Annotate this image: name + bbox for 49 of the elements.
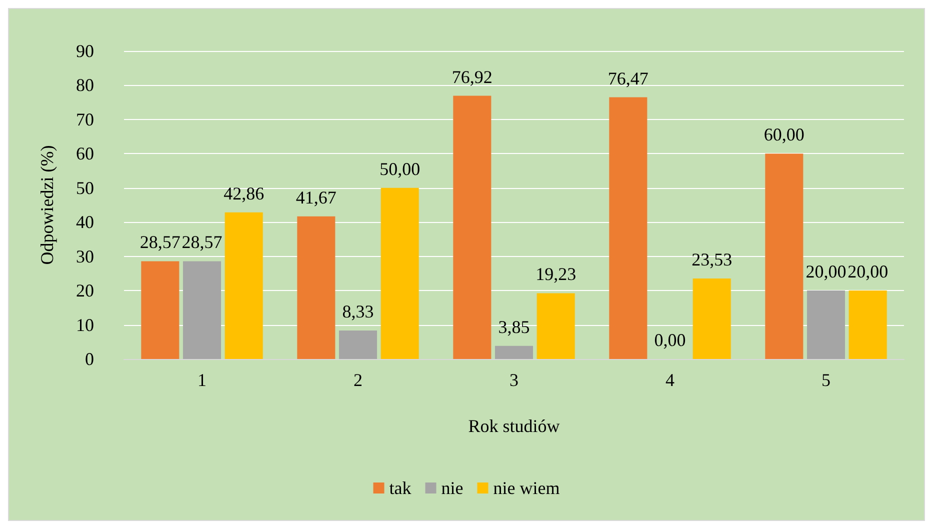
x-tick-label: 5 — [822, 370, 830, 390]
bar — [297, 216, 336, 359]
legend-label: nie — [441, 478, 464, 498]
data-label: 28,57 — [140, 232, 180, 252]
legend-label: tak — [389, 478, 412, 498]
data-label: 60,00 — [764, 124, 804, 145]
y-tick-label: 50 — [76, 178, 94, 198]
bar — [609, 97, 648, 359]
y-tick-label: 90 — [76, 41, 94, 61]
x-tick-label: 4 — [666, 370, 674, 390]
bar — [453, 96, 492, 359]
bar — [692, 278, 731, 359]
data-label: 23,53 — [692, 249, 732, 270]
data-label: 19,23 — [536, 264, 576, 284]
data-label: 76,92 — [452, 66, 492, 87]
data-label: 28,57 — [182, 232, 222, 252]
y-tick-label: 70 — [76, 109, 94, 130]
data-label: 20,00 — [848, 262, 888, 282]
bar — [848, 290, 887, 359]
y-axis-title: Odpowiedzi (%) — [37, 145, 57, 265]
y-tick-label: 10 — [76, 314, 94, 335]
data-label: 50,00 — [380, 158, 420, 179]
data-label: 8,33 — [342, 301, 374, 322]
data-label: 41,67 — [296, 187, 336, 208]
data-label: 76,47 — [608, 68, 648, 88]
data-label: 0,00 — [654, 330, 686, 350]
bar — [806, 290, 846, 359]
y-tick-label: 0 — [85, 349, 94, 369]
bar — [536, 293, 575, 359]
data-label: 20,00 — [806, 262, 846, 282]
legend-label: nie wiem — [493, 478, 560, 498]
y-tick-label: 60 — [76, 144, 94, 164]
y-tick-label: 80 — [76, 75, 94, 96]
bar — [224, 212, 263, 359]
x-tick-label: 2 — [354, 370, 362, 390]
data-label: 42,86 — [224, 183, 264, 204]
bar — [141, 261, 180, 359]
bar — [182, 261, 222, 359]
bar — [338, 330, 378, 359]
y-tick-label: 20 — [76, 280, 94, 301]
bar — [380, 188, 419, 359]
bar — [494, 346, 534, 359]
data-label: 3,85 — [498, 316, 530, 337]
bar — [765, 154, 804, 359]
x-axis-title: Rok studiów — [468, 416, 560, 436]
y-tick-label: 30 — [76, 246, 94, 266]
y-tick-label: 40 — [76, 212, 94, 232]
x-tick-label: 3 — [510, 370, 518, 390]
x-tick-label: 1 — [198, 370, 206, 390]
